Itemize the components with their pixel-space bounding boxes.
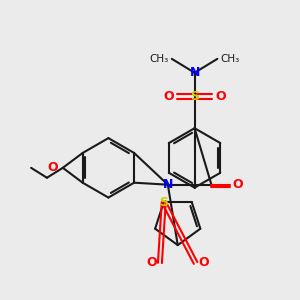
Text: CH₃: CH₃ [220,54,240,64]
Text: O: O [147,256,157,269]
Text: O: O [198,256,209,269]
Text: O: O [47,161,58,174]
Text: S: S [159,196,168,208]
Text: O: O [233,178,244,191]
Text: CH₃: CH₃ [150,54,169,64]
Text: S: S [190,90,199,103]
Text: N: N [163,178,173,191]
Text: O: O [215,90,226,103]
Text: O: O [164,90,174,103]
Text: N: N [189,66,200,79]
